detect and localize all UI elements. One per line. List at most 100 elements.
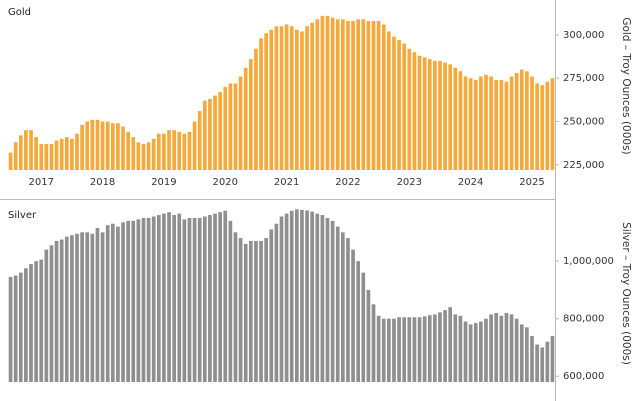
bar [422,57,427,170]
x-tick-label: 2022 [335,177,360,188]
y-tick-label: 225,000 [563,160,604,171]
bar [121,222,125,382]
bar [433,314,437,382]
bar [356,261,361,382]
bar [269,229,274,382]
bar [504,81,509,170]
bar [228,83,233,170]
bar [448,64,453,170]
bar [254,240,258,382]
bar [535,83,539,170]
bar [54,140,59,170]
bar [213,95,217,170]
bar [438,60,442,170]
bar [427,59,432,170]
bar [330,17,335,170]
bar [525,327,529,382]
bar [310,22,315,170]
bar [453,67,458,170]
x-tick-label: 2024 [458,177,483,188]
bar [305,26,309,171]
bar [13,275,18,382]
bar [233,83,238,170]
bar [550,78,555,170]
bar [70,235,74,382]
x-tick-label: 2023 [397,177,422,188]
bar [361,19,366,171]
bar [18,135,23,170]
bar [264,238,269,382]
bar [320,215,325,382]
bar [197,217,202,382]
bar [223,86,228,170]
bar [463,321,468,382]
bar [397,40,401,171]
bar [289,26,294,171]
bar [407,317,412,382]
bar [248,240,253,382]
bar [162,133,166,170]
y-axis-label: Gold – Troy Ounces (000s) [620,17,632,154]
bar [473,323,478,382]
bar [110,223,115,382]
bar [514,73,519,170]
bar [85,121,90,170]
bar [70,138,74,170]
bar [146,217,151,382]
panel-title: Silver [8,210,37,221]
bar [284,24,289,170]
panel-title: Gold [8,7,31,18]
y-tick-label: 275,000 [563,73,604,84]
bar [453,314,458,382]
bar [402,43,407,170]
bar [24,268,28,382]
y-tick-label: 300,000 [563,30,604,41]
bar [279,216,284,382]
bar [305,210,309,382]
bar [39,144,44,170]
x-tick-label: 2025 [519,177,544,188]
bar [105,225,110,382]
bar [100,121,105,170]
bar [254,48,258,170]
bar [228,220,233,382]
bar [335,19,340,171]
bar [202,100,207,170]
bar [49,144,54,170]
bar [376,21,381,171]
bar [192,121,197,170]
x-tick-label: 2021 [274,177,299,188]
bar [402,317,407,382]
bar [468,324,473,382]
bar [427,315,432,382]
bar [34,261,38,382]
bar [85,232,90,382]
bar [346,21,350,171]
bar [264,33,269,170]
bar [479,76,483,170]
bar [126,220,130,382]
bar [116,226,120,382]
bar [90,233,95,382]
bar [121,126,125,170]
bar [75,233,79,382]
bar [351,21,355,171]
bar [417,55,422,171]
bar [274,223,279,382]
bar [545,341,550,382]
bar [167,212,171,382]
bar [545,81,550,170]
bar [172,130,176,170]
bar [162,213,166,382]
y-tick-label: 1,000,000 [563,256,614,267]
y-tick-label: 800,000 [563,314,604,325]
bar [90,119,95,170]
bar [172,215,176,382]
bar [315,19,320,171]
bar [509,314,514,382]
bar [141,144,146,170]
bar [315,213,320,382]
bar [131,220,136,382]
bar [238,238,243,382]
